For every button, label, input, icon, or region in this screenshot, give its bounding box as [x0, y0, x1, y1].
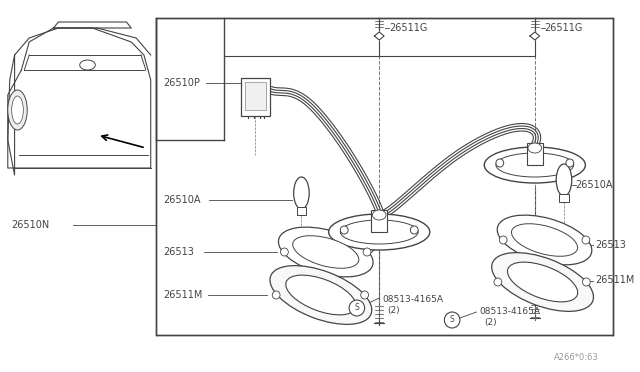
Text: 26510P: 26510P — [163, 78, 200, 88]
Bar — [296, 207, 307, 215]
Circle shape — [582, 278, 590, 286]
Text: (2): (2) — [387, 305, 399, 314]
Text: 26513: 26513 — [595, 240, 626, 250]
Circle shape — [280, 248, 288, 256]
Circle shape — [349, 300, 365, 316]
Text: (2): (2) — [484, 317, 497, 327]
Bar — [527, 143, 543, 165]
Text: A266*0:63: A266*0:63 — [554, 353, 599, 362]
Circle shape — [340, 226, 348, 234]
Circle shape — [496, 159, 504, 167]
Circle shape — [494, 278, 502, 286]
Ellipse shape — [556, 164, 572, 196]
Text: 08513-4165A: 08513-4165A — [479, 308, 540, 317]
Bar — [559, 194, 569, 202]
Text: S: S — [355, 304, 359, 312]
Circle shape — [499, 236, 507, 244]
Ellipse shape — [285, 275, 356, 315]
Text: 26511M: 26511M — [163, 290, 203, 300]
Text: 26511M: 26511M — [595, 275, 634, 285]
Circle shape — [410, 226, 418, 234]
Ellipse shape — [511, 224, 577, 256]
Ellipse shape — [340, 220, 418, 244]
Bar — [156, 18, 612, 335]
Polygon shape — [374, 32, 384, 40]
Ellipse shape — [496, 153, 573, 177]
Text: 26511G: 26511G — [545, 23, 583, 33]
Circle shape — [566, 159, 573, 167]
Ellipse shape — [497, 215, 592, 265]
Text: 26510N: 26510N — [12, 220, 50, 230]
Text: S: S — [450, 315, 454, 324]
Ellipse shape — [292, 236, 359, 268]
Text: 26510A: 26510A — [163, 195, 201, 205]
Ellipse shape — [12, 96, 23, 124]
Bar — [371, 210, 387, 232]
Circle shape — [582, 236, 589, 244]
Polygon shape — [530, 32, 540, 40]
Bar — [241, 78, 270, 116]
Ellipse shape — [528, 143, 541, 153]
Text: 26510A: 26510A — [575, 180, 613, 190]
Ellipse shape — [8, 90, 28, 130]
Ellipse shape — [372, 210, 386, 220]
Ellipse shape — [329, 214, 430, 250]
Text: 26511G: 26511G — [389, 23, 428, 33]
Ellipse shape — [80, 60, 95, 70]
Text: 26513: 26513 — [163, 247, 194, 257]
Ellipse shape — [294, 177, 309, 209]
Circle shape — [444, 312, 460, 328]
Ellipse shape — [508, 262, 578, 302]
Circle shape — [361, 291, 369, 299]
Circle shape — [272, 291, 280, 299]
Ellipse shape — [270, 266, 372, 324]
Bar — [245, 82, 266, 110]
Ellipse shape — [492, 253, 593, 311]
Ellipse shape — [278, 227, 373, 277]
Circle shape — [363, 248, 371, 256]
Ellipse shape — [484, 147, 586, 183]
Text: 08513-4165A: 08513-4165A — [382, 295, 443, 305]
